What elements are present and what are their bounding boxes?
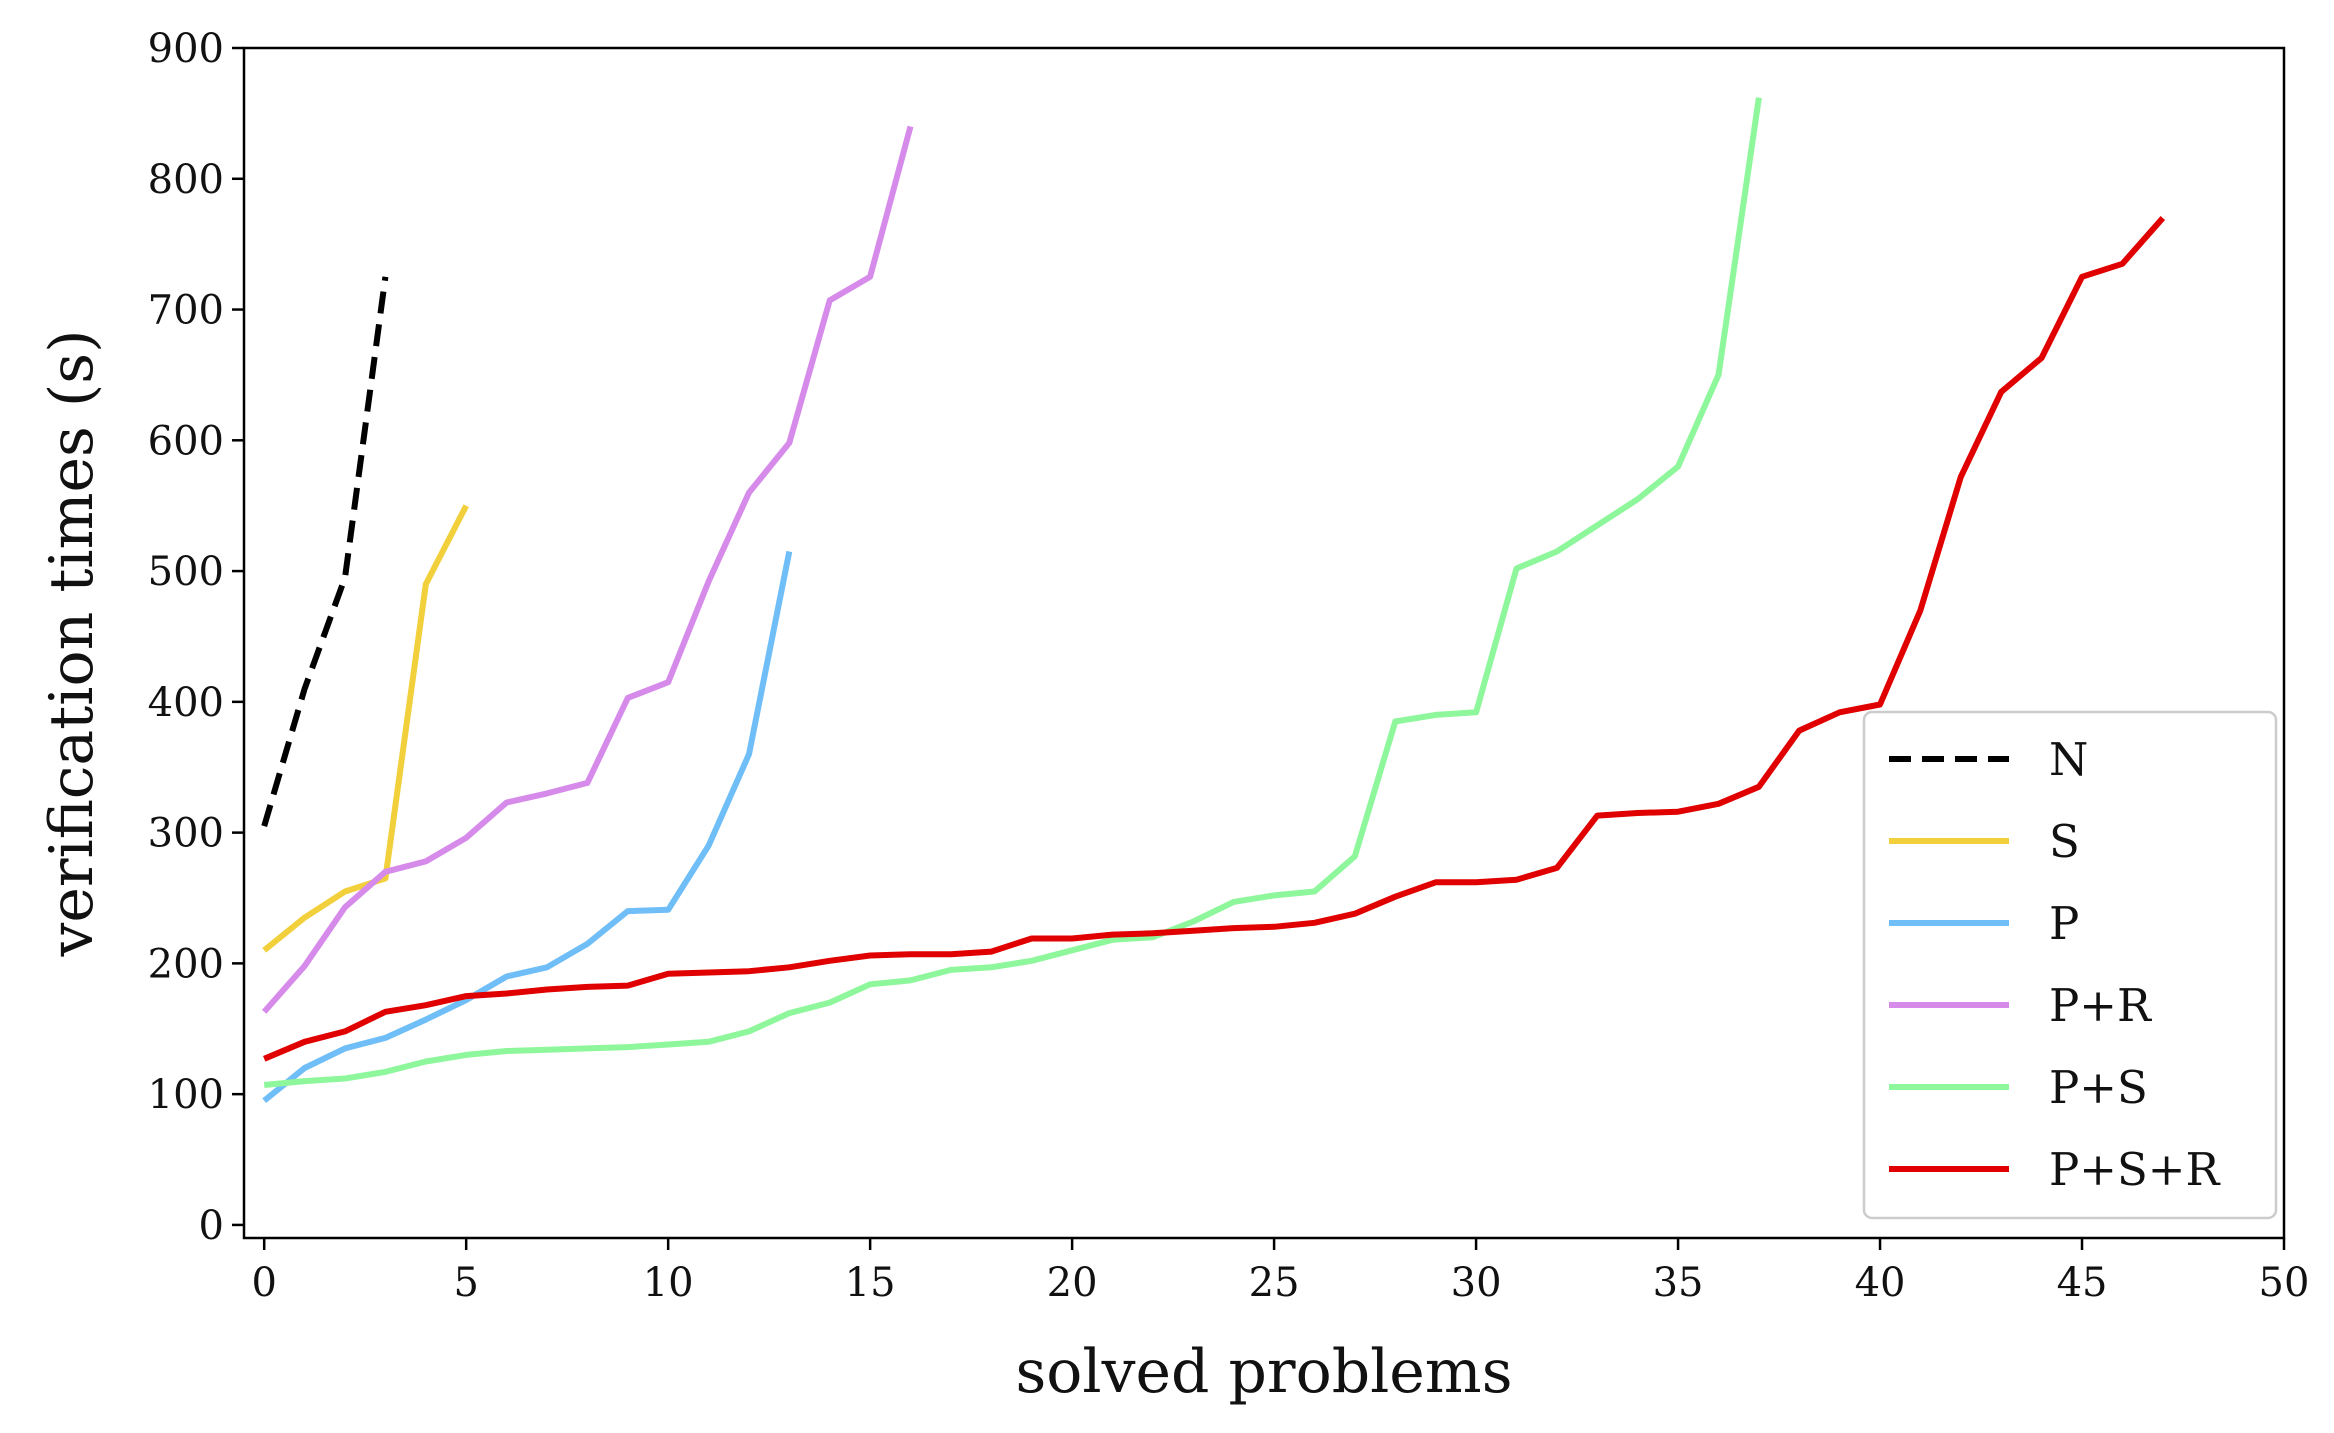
legend-label: P+R [2049,979,2152,1032]
y-tick-label: 400 [148,680,224,726]
y-tick-label: 200 [148,941,224,987]
x-tick-label: 0 [251,1260,276,1306]
legend: NSP P+R P+S P+S+R [1862,710,2278,1220]
series-line-1 [262,504,469,953]
x-tick-label: 25 [1249,1260,1300,1306]
y-axis-label: verification times (s) [37,330,107,958]
x-tick-label: 15 [845,1260,896,1306]
x-tick-label: 50 [2259,1260,2310,1306]
legend-label: P+S+R [2049,1143,2221,1196]
x-tick-label: 35 [1653,1260,1704,1306]
series-line-3 [261,125,914,1014]
y-tick-label: 600 [148,418,224,464]
series-line-2 [262,550,793,1104]
y-tick-label: 300 [148,811,224,857]
legend-label: P [2049,897,2079,950]
x-tick-label: 30 [1451,1260,1502,1306]
x-axis: 0 5 10 15 20 25 30 35 40 45 50 [251,1238,2309,1306]
x-tick-label: 10 [643,1260,694,1306]
y-tick-label: 0 [199,1203,224,1249]
legend-label: P+S [2049,1061,2148,1114]
y-tick-label: 800 [148,157,224,203]
series-line-4 [263,97,1762,1088]
legend-label: S [2049,815,2080,868]
y-tick-label: 900 [148,26,224,72]
x-tick-label: 40 [1855,1260,1906,1306]
plot-frame [242,46,2286,1240]
x-axis-label: solved problems [1016,1337,1513,1407]
series-layer [261,97,2166,1104]
y-axis: 0 100 200 300 400 500 600 700 800 900 [148,26,244,1249]
x-tick-label: 45 [2057,1260,2108,1306]
x-tick-label: 5 [453,1260,478,1306]
x-tick-label: 20 [1047,1260,1098,1306]
y-tick-label: 100 [148,1072,224,1118]
y-tick-label: 700 [148,288,224,334]
y-tick-label: 500 [148,549,224,595]
series-line-0 [261,276,389,827]
series-line-5 [263,216,2166,1062]
legend-label: N [2049,733,2088,786]
